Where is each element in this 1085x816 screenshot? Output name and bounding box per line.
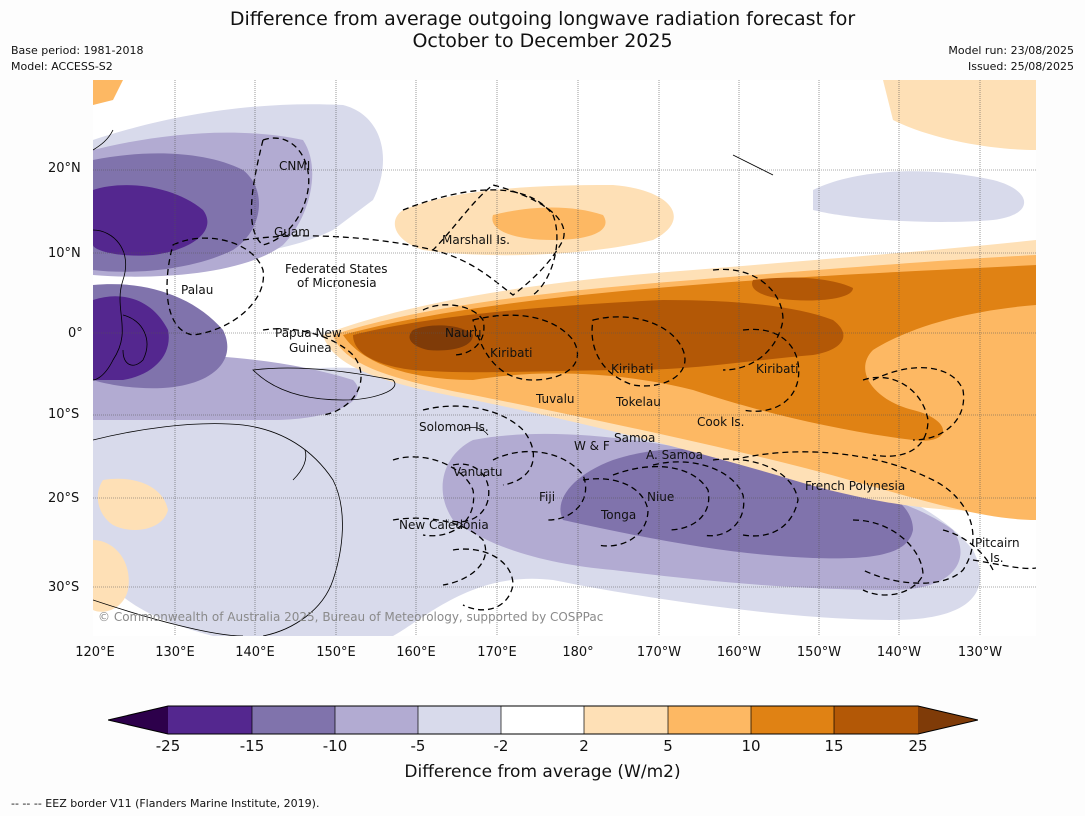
label-cook-islands: Cook Is. (697, 415, 744, 429)
lon-tick-160w: 160°W (716, 645, 762, 660)
lon-tick-170w: 170°W (636, 645, 682, 660)
lon-tick-160e: 160°E (396, 645, 436, 660)
label-marshall-islands: Marshall Is. (442, 233, 510, 247)
colorbar (108, 705, 978, 735)
lat-tick-20s: 20°S (48, 491, 80, 506)
eez-borders (166, 137, 1036, 611)
colorbar-bin-6 (584, 706, 668, 734)
lat-tick-10n: 10°N (48, 246, 81, 261)
lon-tick-120e: 120°E (75, 645, 115, 660)
colorbar-tick-neg15: -15 (239, 737, 265, 755)
place-labels: CNMI Guam Marshall Is. Federated States … (181, 159, 1020, 565)
colorbar-bin-1 (168, 706, 252, 734)
colorbar-tick-25: 25 (908, 737, 928, 755)
graticule (93, 80, 1036, 636)
colorbar-tick-2: 2 (579, 737, 589, 755)
label-french-polynesia: French Polynesia (805, 479, 905, 493)
label-kiribati-central: Kiribati (611, 362, 653, 376)
label-samoa: Samoa (614, 431, 655, 445)
label-palau: Palau (181, 283, 213, 297)
colorbar-bin-9 (834, 706, 918, 734)
colorbar-bin-3 (335, 706, 418, 734)
colorbar-tick-5: 5 (663, 737, 673, 755)
lat-tick-0: 0° (68, 326, 83, 341)
lon-tick-130e: 130°E (155, 645, 195, 660)
lat-tick-20n: 20°N (48, 161, 81, 176)
label-new-caledonia: New Caledonia (399, 518, 489, 532)
eez-footnote: -- -- -- EEZ border V11 (Flanders Marine… (11, 797, 320, 810)
label-tuvalu: Tuvalu (535, 392, 575, 406)
label-png-line2: Guinea (289, 341, 332, 355)
title-line-2: October to December 2025 (412, 30, 673, 52)
meta-left: Base period: 1981-2018 Model: ACCESS-S2 (11, 43, 143, 75)
colorbar-tick-15: 15 (824, 737, 844, 755)
label-nauru: Nauru (445, 326, 481, 340)
chart-title: Difference from average outgoing longwav… (0, 8, 1085, 52)
label-cnmi: CNMI (279, 159, 310, 173)
colorbar-bin-4 (418, 706, 501, 734)
colorbar-over-arrow (918, 706, 978, 734)
label-kiribati-west: Kiribati (490, 346, 532, 360)
colorbar-tick-10: 10 (741, 737, 761, 755)
label-tokelau: Tokelau (615, 395, 661, 409)
colorbar-bin-7 (668, 706, 751, 734)
copyright-notice: © Commonwealth of Australia 2025, Bureau… (98, 610, 603, 624)
label-american-samoa: A. Samoa (646, 448, 703, 462)
meta-right: Model run: 23/08/2025 Issued: 25/08/2025 (948, 43, 1074, 75)
lon-tick-150e: 150°E (316, 645, 356, 660)
label-vanuatu: Vanuatu (453, 465, 503, 479)
lon-tick-140w: 140°W (876, 645, 922, 660)
label-niue: Niue (647, 490, 674, 504)
label-png-line1: Papua New (275, 326, 342, 340)
label-fsm-line1: Federated States (285, 262, 387, 276)
lon-tick-140e: 140°E (235, 645, 275, 660)
title-line-1: Difference from average outgoing longwav… (229, 8, 856, 30)
anomaly-map[interactable]: CNMI Guam Marshall Is. Federated States … (93, 80, 1036, 636)
label-tonga: Tonga (600, 508, 636, 522)
lon-tick-170e: 170°E (477, 645, 517, 660)
lat-tick-10s: 10°S (48, 407, 80, 422)
neg-field-east (813, 171, 1025, 222)
label-kiribati-east: Kiribati (756, 362, 798, 376)
colorbar-tick-neg2: -2 (493, 737, 509, 755)
coastlines (93, 129, 774, 636)
colorbar-tick-neg25: -25 (155, 737, 181, 755)
label-fiji: Fiji (539, 490, 555, 504)
colorbar-under-arrow (108, 706, 168, 734)
colorbar-outline (108, 705, 978, 735)
pos-field-stronger (353, 277, 853, 373)
label-pitcairn-line2: Is. (990, 551, 1004, 565)
label-solomon-islands: Solomon Is. (419, 420, 489, 434)
model-name: Model: ACCESS-S2 (11, 60, 113, 73)
lon-tick-180: 180° (562, 645, 594, 660)
lat-tick-30s: 30°S (48, 580, 80, 595)
lon-tick-150w: 150°W (796, 645, 842, 660)
colorbar-bin-8 (751, 706, 834, 734)
colorbar-dividers (251, 706, 835, 734)
colorbar-tick-neg10: -10 (322, 737, 348, 755)
pos-field-peak (409, 325, 473, 351)
map-canvas: CNMI Guam Marshall Is. Federated States … (93, 80, 1036, 636)
colorbar-bin-2 (252, 706, 335, 734)
lon-tick-130w: 130°W (957, 645, 1003, 660)
label-pitcairn-line1: Pitcairn (975, 536, 1020, 550)
issued-date: Issued: 25/08/2025 (967, 60, 1074, 73)
base-period: Base period: 1981-2018 (11, 44, 144, 57)
label-guam: Guam (274, 225, 310, 239)
label-fsm-line2: of Micronesia (297, 276, 377, 290)
model-run: Model run: 23/08/2025 (948, 44, 1074, 57)
neg-field-deepest (93, 185, 208, 380)
colorbar-label: Difference from average (W/m2) (404, 762, 681, 782)
label-wallis-futuna: W & F (574, 439, 610, 453)
colorbar-bin-5 (501, 706, 584, 734)
colorbar-tick-neg5: -5 (410, 737, 426, 755)
